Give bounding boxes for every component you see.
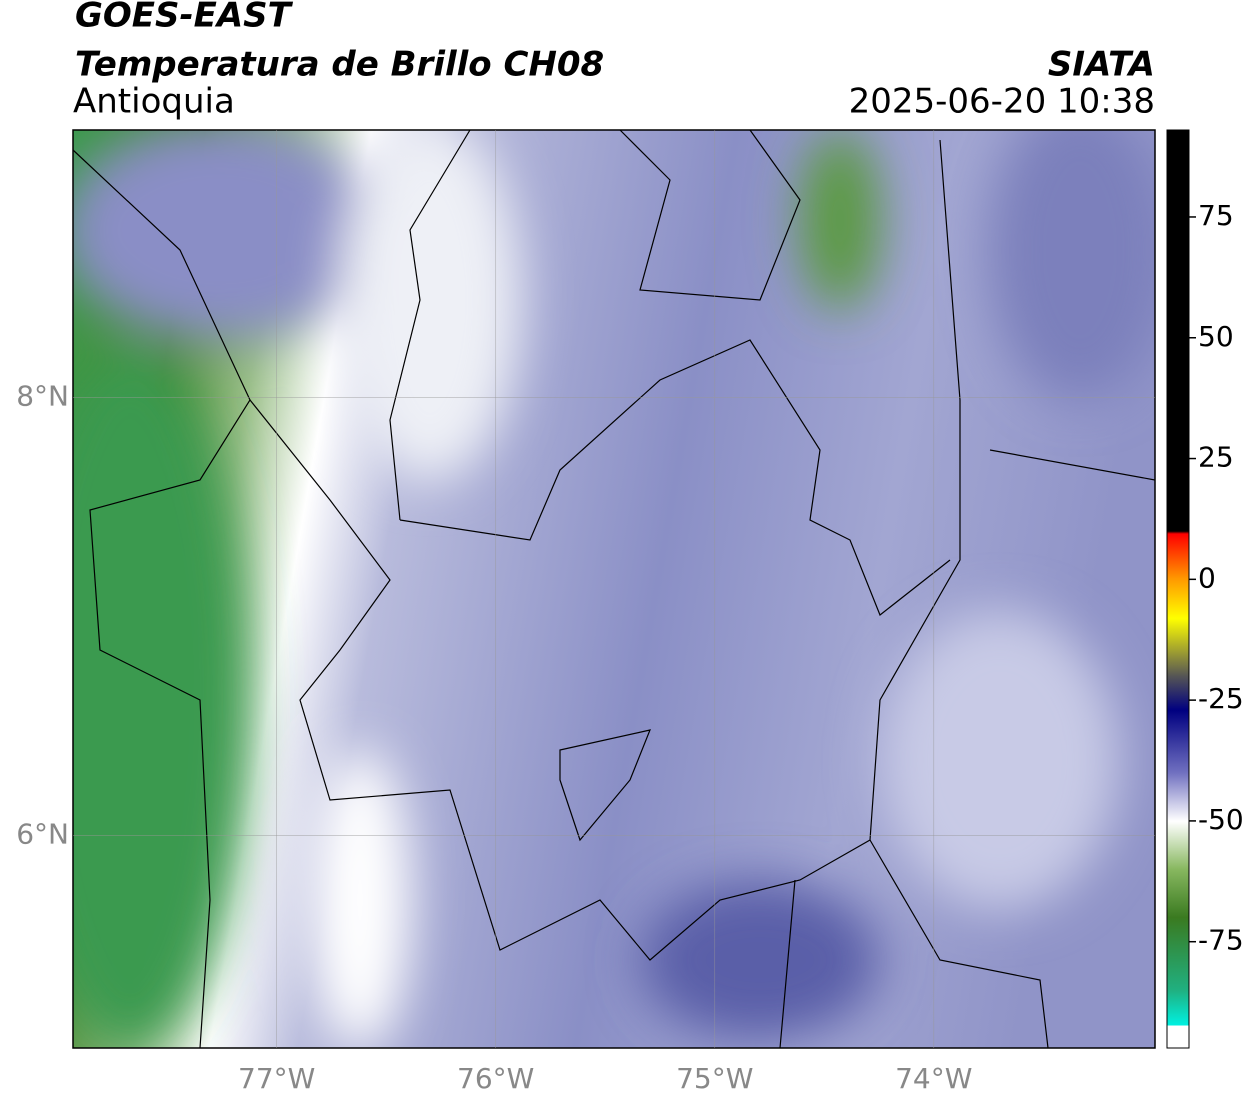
colorbar-tick-label: -50	[1198, 803, 1244, 836]
colorbar-tick-label: -75	[1198, 924, 1244, 957]
colorbar	[1166, 129, 1190, 1049]
x-tick-label: 77°W	[238, 1062, 315, 1095]
datetime: 2025-06-20 10:38	[849, 82, 1155, 122]
colorbar-tick-label: 0	[1198, 561, 1216, 594]
map-frame	[72, 129, 1156, 1049]
x-tick-label: 75°W	[676, 1062, 753, 1095]
source: SIATA	[1048, 45, 1155, 85]
colorbar-tick-label: 25	[1198, 441, 1234, 474]
x-tick-label: 74°W	[895, 1062, 972, 1095]
y-tick-label: 6°N	[16, 817, 69, 850]
colorbar-tick-label: 50	[1198, 320, 1234, 353]
colorbar-tick-label: -25	[1198, 682, 1244, 715]
colorbar-tick-label: 75	[1198, 199, 1234, 232]
region: Antioquia	[73, 82, 235, 122]
y-tick-label: 8°N	[16, 379, 69, 412]
satellite-image	[73, 130, 1155, 1048]
subtitle: Temperatura de Brillo CH08	[75, 45, 604, 85]
x-tick-label: 76°W	[457, 1062, 534, 1095]
title: GOES-EAST	[75, 0, 294, 36]
